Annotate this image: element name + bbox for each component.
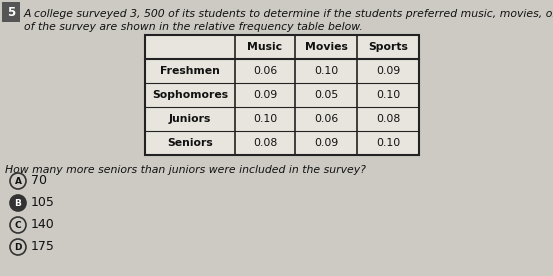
Text: 5: 5 (7, 6, 15, 18)
Text: 0.08: 0.08 (253, 138, 277, 148)
Text: C: C (15, 221, 22, 230)
Text: 0.06: 0.06 (314, 114, 338, 124)
Text: A: A (14, 176, 22, 185)
Text: Seniors: Seniors (167, 138, 213, 148)
Text: 175: 175 (31, 240, 55, 253)
Text: 140: 140 (31, 219, 55, 232)
Text: of the survey are shown in the relative frequency table below.: of the survey are shown in the relative … (24, 22, 363, 32)
Bar (145, 35, 419, 155)
Text: 0.08: 0.08 (376, 114, 400, 124)
Text: Freshmen: Freshmen (160, 66, 220, 76)
Text: 105: 105 (31, 197, 55, 209)
Text: How many more seniors than juniors were included in the survey?: How many more seniors than juniors were … (5, 165, 366, 175)
Text: 0.09: 0.09 (253, 90, 277, 100)
Bar (2, 2, 20, 22)
Text: Sophomores: Sophomores (152, 90, 228, 100)
Text: D: D (14, 243, 22, 251)
Text: 0.10: 0.10 (253, 114, 277, 124)
Text: 0.10: 0.10 (376, 138, 400, 148)
Ellipse shape (10, 195, 26, 211)
Text: Sports: Sports (368, 42, 408, 52)
Text: 0.09: 0.09 (314, 138, 338, 148)
Text: Music: Music (247, 42, 283, 52)
Text: Movies: Movies (305, 42, 347, 52)
Text: 70: 70 (31, 174, 47, 187)
Text: 0.09: 0.09 (376, 66, 400, 76)
Text: A college surveyed 3, 500 of its students to determine if the students preferred: A college surveyed 3, 500 of its student… (24, 9, 553, 19)
Text: B: B (14, 198, 22, 208)
Text: 0.10: 0.10 (314, 66, 338, 76)
Text: 0.05: 0.05 (314, 90, 338, 100)
Text: Juniors: Juniors (169, 114, 211, 124)
Text: 0.10: 0.10 (376, 90, 400, 100)
Text: 0.06: 0.06 (253, 66, 277, 76)
